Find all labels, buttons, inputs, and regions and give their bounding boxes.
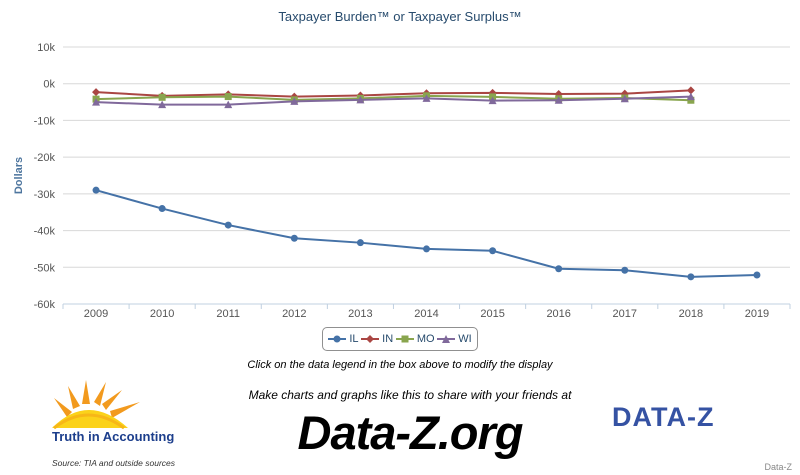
y-tick-label: -10k [34, 115, 56, 127]
data-point-wi [356, 95, 365, 104]
legend-label-il: IL [349, 333, 359, 345]
data-point-wi [620, 94, 629, 103]
y-tick-label: 10k [37, 42, 55, 54]
chart-title: Taxpayer Burden™ or Taxpayer Surplus™ [278, 9, 522, 24]
y-axis-title: Dollars [13, 157, 25, 194]
series-line-mo [96, 94, 691, 102]
data-point-mo [687, 96, 695, 104]
source-note: Source: TIA and outside sources [52, 458, 176, 468]
data-point-mo [158, 93, 166, 101]
x-tick-label: 2015 [480, 308, 504, 320]
y-tick-label: -20k [34, 152, 56, 164]
y-tick-label: -40k [34, 226, 56, 238]
legend-marker-in [361, 335, 380, 343]
data-z-logo: DATA-Z [612, 402, 715, 432]
legend-item-in[interactable]: IN [361, 333, 393, 345]
data-point-il [753, 271, 761, 279]
data-point-wi [290, 97, 299, 105]
legend-label-in: IN [382, 333, 394, 345]
legend-marker-mo [395, 335, 414, 343]
truth-in-accounting-label: Truth in Accounting [52, 429, 175, 444]
data-point-il [92, 186, 100, 194]
data-point-in [686, 86, 695, 95]
x-tick-label: 2018 [679, 308, 703, 320]
data-point-il [356, 239, 364, 247]
x-tick-label: 2011 [216, 308, 240, 320]
data-point-il [489, 247, 497, 255]
x-tick-label: 2010 [150, 308, 174, 320]
y-tick-label: -60k [34, 299, 56, 311]
data-point-mo [224, 93, 232, 101]
x-tick-label: 2009 [84, 308, 108, 320]
site-name[interactable]: Data-Z.org [297, 406, 524, 459]
promo-text: Make charts and graphs like this to shar… [248, 388, 572, 402]
y-tick-label: 0k [43, 79, 55, 91]
y-tick-label: -30k [34, 189, 56, 201]
data-point-il [158, 205, 166, 213]
credit-text: Data-Z [764, 462, 792, 472]
legend-item-wi[interactable]: WI [437, 333, 472, 345]
data-point-wi [158, 100, 167, 109]
data-point-wi [92, 98, 101, 106]
series-line-il [95, 189, 757, 278]
x-tick-label: 2019 [745, 308, 769, 320]
data-point-wi [422, 94, 431, 102]
legend-label-wi: WI [458, 333, 472, 345]
x-tick-label: 2017 [613, 308, 637, 320]
data-point-il [687, 273, 695, 281]
legend-item-il[interactable]: IL [328, 333, 359, 345]
y-tick-label: -50k [34, 262, 56, 274]
data-point-wi [488, 96, 497, 105]
data-point-il [224, 221, 232, 229]
truth-in-accounting-sun-logo [52, 380, 140, 430]
chart-legend: IL IN MO WI [322, 327, 478, 351]
x-tick-label: 2012 [282, 308, 306, 320]
legend-marker-il [328, 335, 347, 343]
data-point-wi [554, 96, 563, 104]
data-point-wi [686, 92, 695, 101]
legend-marker-wi [437, 335, 456, 343]
line-chart: 10k 0k -10k -20k -30k -40k -50k -60k 2009 2010 201… [13, 42, 791, 320]
x-tick-label: 2013 [348, 308, 372, 320]
data-point-wi [224, 100, 233, 109]
legend-label-mo: MO [416, 333, 435, 345]
data-point-il [290, 234, 298, 242]
data-point-il [423, 245, 430, 253]
data-point-il [555, 265, 563, 273]
series-line-wi [96, 95, 691, 106]
legend-hint-text: Click on the data legend in the box abov… [247, 359, 553, 371]
series-line-in [95, 89, 691, 98]
x-tick-label: 2016 [546, 308, 570, 320]
legend-item-mo[interactable]: MO [395, 333, 435, 345]
x-tick-label: 2014 [414, 308, 438, 320]
data-point-il [621, 266, 629, 274]
data-point-in [92, 88, 101, 97]
